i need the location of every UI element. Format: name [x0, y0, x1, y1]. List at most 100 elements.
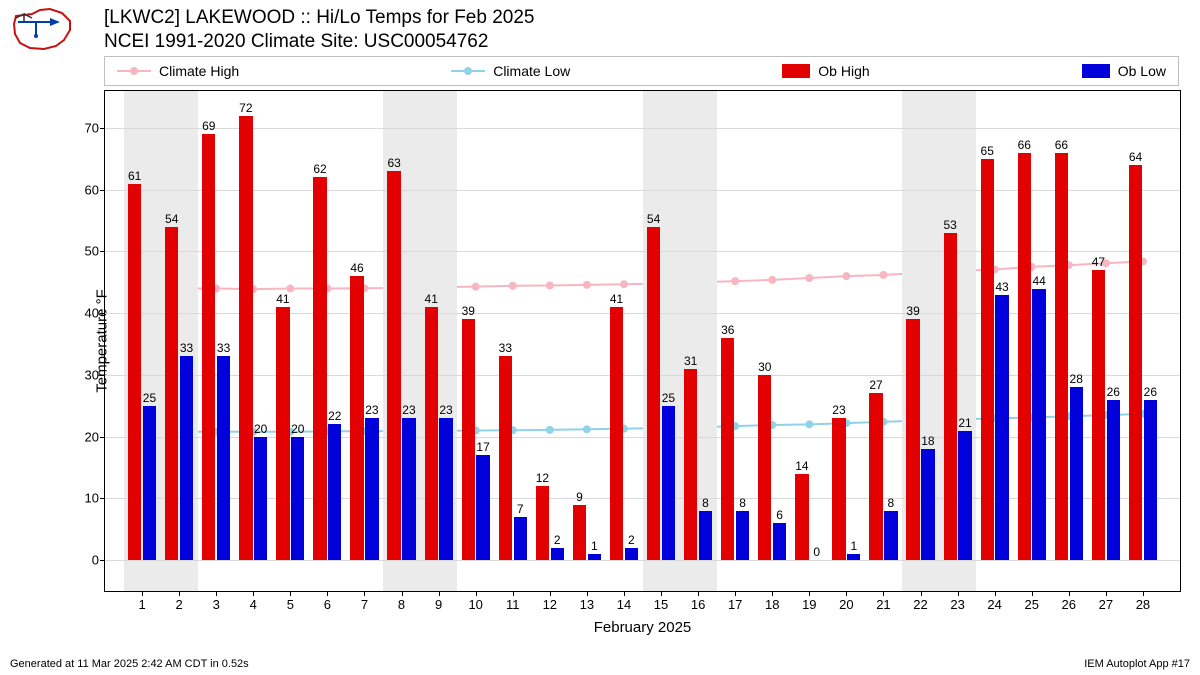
ob-high-value: 41: [276, 292, 289, 306]
ob-high-value: 72: [239, 101, 252, 115]
ob-high-value: 39: [462, 304, 475, 318]
climate-low-line-marker: [546, 426, 554, 434]
climate-high-line-marker: [768, 276, 776, 284]
ob-low-bar: [514, 517, 527, 560]
ob-high-value: 47: [1092, 255, 1105, 269]
ob-high-value: 65: [981, 144, 994, 158]
ob-low-bar: [328, 424, 341, 560]
ob-high-value: 12: [536, 471, 549, 485]
x-tick-label: 8: [398, 597, 405, 612]
ob-high-value: 61: [128, 169, 141, 183]
y-tick-label: 40: [85, 306, 99, 321]
x-tick-label: 23: [950, 597, 964, 612]
y-tick-label: 30: [85, 367, 99, 382]
ob-high-value: 31: [684, 354, 697, 368]
climate-high-line-marker: [842, 272, 850, 280]
legend-climate-high: Climate High: [117, 63, 239, 79]
x-tick-label: 25: [1024, 597, 1038, 612]
ob-low-bar: [588, 554, 601, 560]
x-tick-label: 28: [1136, 597, 1150, 612]
ob-high-bar: [536, 486, 549, 560]
ob-low-bar: [625, 548, 638, 560]
ob-low-value: 25: [143, 391, 156, 405]
ob-high-value: 53: [943, 218, 956, 232]
y-tick-label: 50: [85, 244, 99, 259]
ob-high-value: 64: [1129, 150, 1142, 164]
ob-high-bar: [610, 307, 623, 560]
ob-low-bar: [254, 437, 267, 560]
ob-high-bar: [202, 134, 215, 560]
gridline: [105, 560, 1180, 561]
x-tick-label: 27: [1099, 597, 1113, 612]
y-tick-label: 20: [85, 429, 99, 444]
climate-high-line-marker: [472, 283, 480, 291]
legend-label: Climate Low: [493, 63, 570, 79]
ob-high-bar: [276, 307, 289, 560]
ob-low-bar: [1032, 289, 1045, 561]
ob-low-bar: [958, 431, 971, 561]
ob-high-bar: [981, 159, 994, 560]
ob-high-bar: [128, 184, 141, 561]
legend-climate-low: Climate Low: [451, 63, 570, 79]
y-tick-label: 10: [85, 491, 99, 506]
ob-high-value: 30: [758, 360, 771, 374]
ob-high-value: 62: [313, 162, 326, 176]
ob-high-bar: [832, 418, 845, 560]
ob-low-value: 8: [702, 496, 709, 510]
x-tick-label: 17: [728, 597, 742, 612]
ob-high-value: 9: [576, 490, 583, 504]
climate-high-line-marker: [879, 271, 887, 279]
x-tick-label: 3: [213, 597, 220, 612]
x-tick-label: 12: [543, 597, 557, 612]
x-tick-label: 20: [839, 597, 853, 612]
ob-low-value: 20: [254, 422, 267, 436]
ob-low-value: 43: [995, 280, 1008, 294]
legend-label: Climate High: [159, 63, 239, 79]
ob-high-bar: [573, 505, 586, 561]
ob-low-bar: [402, 418, 415, 560]
y-tick-label: 0: [92, 553, 99, 568]
x-tick-label: 2: [176, 597, 183, 612]
ob-high-value: 27: [869, 378, 882, 392]
climate-high-line-marker: [583, 281, 591, 289]
ob-high-value: 14: [795, 459, 808, 473]
x-tick-label: 13: [580, 597, 594, 612]
footer-appname: IEM Autoplot App #17: [1084, 658, 1190, 670]
ob-high-bar: [1129, 165, 1142, 560]
x-tick-label: 22: [913, 597, 927, 612]
ob-high-bar: [906, 319, 919, 560]
title-line-2: NCEI 1991-2020 Climate Site: USC00054762: [104, 30, 534, 54]
ob-high-bar: [1018, 153, 1031, 560]
ob-low-bar: [365, 418, 378, 560]
ob-low-bar: [662, 406, 675, 560]
ob-low-value: 26: [1144, 385, 1157, 399]
x-tick-label: 7: [361, 597, 368, 612]
ob-low-value: 2: [628, 533, 635, 547]
iem-logo: [10, 6, 74, 57]
ob-low-value: 26: [1107, 385, 1120, 399]
climate-high-line-marker: [620, 280, 628, 288]
ob-high-value: 46: [350, 261, 363, 275]
x-tick-label: 6: [324, 597, 331, 612]
ob-low-value: 21: [958, 416, 971, 430]
ob-high-bar: [239, 116, 252, 560]
ob-high-value: 41: [425, 292, 438, 306]
ob-low-bar: [736, 511, 749, 560]
ob-high-value: 33: [499, 341, 512, 355]
ob-low-value: 23: [439, 403, 452, 417]
x-tick-label: 21: [876, 597, 890, 612]
ob-low-bar: [439, 418, 452, 560]
ob-low-value: 25: [662, 391, 675, 405]
ob-low-value: 28: [1070, 372, 1083, 386]
y-tick-label: 70: [85, 121, 99, 136]
x-tick-label: 5: [287, 597, 294, 612]
ob-high-bar: [313, 177, 326, 560]
gridline: [105, 128, 1180, 129]
x-tick-label: 4: [250, 597, 257, 612]
x-tick-label: 14: [617, 597, 631, 612]
ob-low-bar: [884, 511, 897, 560]
x-tick-label: 16: [691, 597, 705, 612]
chart-titles: [LKWC2] LAKEWOOD :: Hi/Lo Temps for Feb …: [104, 6, 534, 54]
ob-high-bar: [944, 233, 957, 560]
ob-low-value: 7: [517, 502, 524, 516]
